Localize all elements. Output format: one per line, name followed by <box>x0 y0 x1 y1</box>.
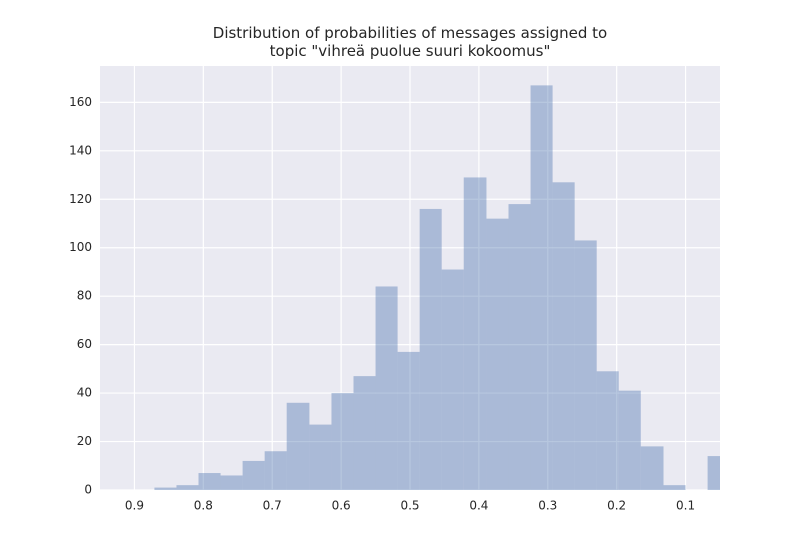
y-tick-label: 140 <box>69 143 92 157</box>
bar <box>640 446 664 490</box>
bar <box>242 460 265 490</box>
bar <box>419 208 442 490</box>
x-tick-label: 0.3 <box>538 499 557 513</box>
bar <box>707 456 720 490</box>
y-tick-label: 40 <box>77 386 92 400</box>
bar <box>397 351 420 490</box>
bar <box>331 393 354 490</box>
y-tick-label: 80 <box>77 289 92 303</box>
y-tick-label: 60 <box>77 337 92 351</box>
x-tick-label: 0.1 <box>676 499 695 513</box>
bar <box>198 473 221 490</box>
bar <box>508 204 531 490</box>
x-tick-label: 0.9 <box>125 499 144 513</box>
x-tick-label: 0.2 <box>607 499 626 513</box>
x-tick-label: 0.5 <box>400 499 419 513</box>
bar <box>286 402 310 490</box>
bar <box>463 177 487 490</box>
y-tick-label: 0 <box>84 483 92 497</box>
bar <box>264 451 287 490</box>
x-tick-label: 0.4 <box>469 499 488 513</box>
bar <box>552 182 575 490</box>
x-tick-label: 0.8 <box>194 499 213 513</box>
bar <box>353 376 376 490</box>
y-tick-label: 120 <box>69 192 92 206</box>
bar <box>530 85 553 490</box>
chart-title: Distribution of probabilities of message… <box>212 24 608 60</box>
x-tick-label: 0.7 <box>263 499 282 513</box>
bar <box>154 487 177 490</box>
bar <box>375 286 398 490</box>
y-tick-label: 20 <box>77 434 92 448</box>
x-tick-label: 0.6 <box>332 499 351 513</box>
bar <box>618 390 641 490</box>
bar <box>574 240 597 490</box>
bar <box>220 475 243 490</box>
bar <box>176 485 199 490</box>
y-tick-label: 100 <box>69 240 92 254</box>
bar <box>596 371 619 490</box>
bar <box>486 218 509 490</box>
bar <box>309 424 332 490</box>
bar <box>663 485 686 490</box>
y-tick-label: 160 <box>69 95 92 109</box>
bar <box>441 269 464 490</box>
